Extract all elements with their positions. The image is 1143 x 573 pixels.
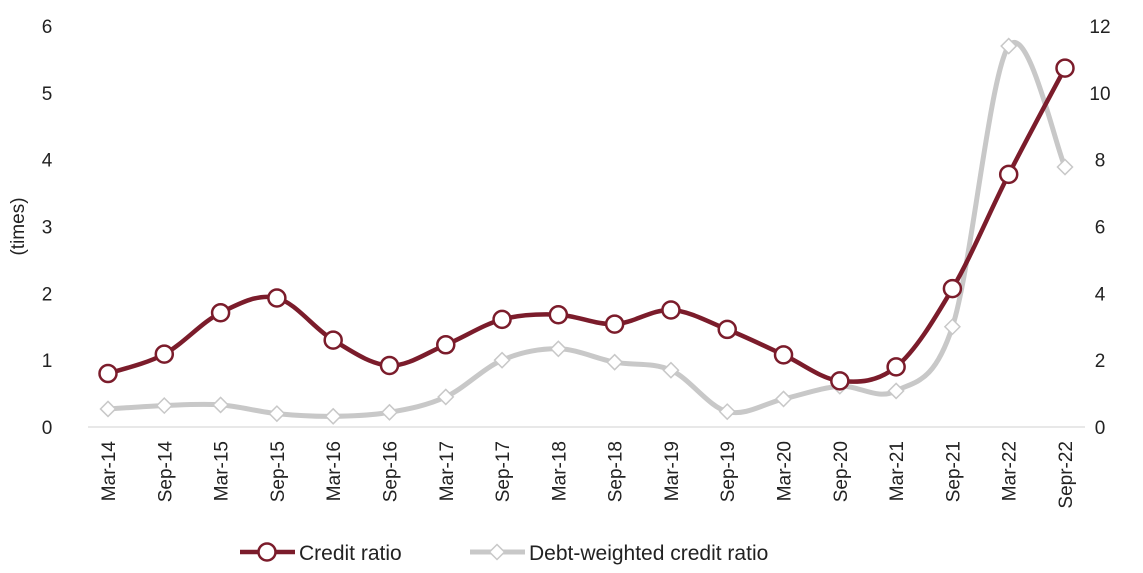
data-point-diamond (606, 353, 624, 371)
left-y-tick-label: 6 (42, 17, 53, 38)
right-y-tick-label: 2 (1095, 351, 1106, 372)
data-point-circle (604, 314, 625, 334)
data-point-diamond (155, 397, 173, 415)
data-point-diamond (99, 400, 117, 418)
x-tick-label: Mar-17 (437, 441, 458, 501)
data-point-circle (267, 288, 287, 308)
series-credit-ratio (98, 58, 1075, 391)
legend: Credit ratio Debt-weighted credit ratio (240, 542, 768, 565)
data-point-circle (323, 330, 343, 350)
data-point-circle (492, 309, 512, 330)
data-point-diamond (549, 340, 567, 358)
data-point-circle (942, 278, 963, 299)
right-y-axis: 0 2 4 6 8 10 12 (1089, 17, 1110, 439)
data-point-diamond (662, 361, 680, 379)
data-point-circle (210, 302, 231, 323)
data-point-diamond (1056, 158, 1074, 176)
legend-item: Debt-weighted credit ratio (470, 542, 768, 565)
legend-label: Credit ratio (299, 542, 402, 565)
series-layer (98, 37, 1075, 425)
left-y-tick-label: 0 (42, 418, 53, 439)
data-point-circle (830, 371, 850, 391)
right-y-tick-label: 10 (1089, 84, 1110, 105)
data-point-diamond (887, 382, 905, 400)
x-tick-label: Mar-18 (549, 441, 570, 501)
data-point-circle (379, 355, 400, 376)
legend-item: Credit ratio (240, 542, 402, 565)
right-y-tick-label: 6 (1095, 218, 1106, 239)
data-point-diamond (324, 407, 342, 425)
series-debt-weighted-credit-ratio (99, 37, 1074, 425)
series-line (105, 40, 1068, 419)
right-y-tick-label: 4 (1095, 284, 1106, 305)
x-tick-label: Mar-19 (662, 441, 683, 501)
data-point-circle (717, 319, 737, 340)
x-tick-label: Mar-15 (212, 441, 233, 501)
data-point-diamond (437, 388, 455, 406)
legend-marker (488, 543, 506, 561)
data-point-circle (773, 345, 794, 365)
data-point-diamond (943, 318, 961, 336)
x-tick-label: Sepr-22 (1056, 441, 1077, 509)
x-tick-label: Mar-16 (324, 441, 345, 501)
left-y-tick-label: 4 (42, 151, 53, 172)
data-point-circle (661, 300, 681, 320)
x-tick-label: Mar-14 (99, 441, 120, 502)
x-tick-label: Mar-21 (887, 441, 908, 501)
left-y-tick-label: 5 (42, 84, 53, 105)
data-point-diamond (380, 403, 399, 421)
data-point-diamond (268, 405, 286, 423)
x-tick-label: Mar-20 (775, 441, 796, 501)
left-y-axis: 0 1 2 3 4 5 6 (42, 17, 53, 439)
legend-label: Debt-weighted credit ratio (529, 542, 768, 565)
data-point-circle (154, 344, 175, 364)
data-point-circle (1055, 58, 1075, 78)
data-point-diamond (718, 403, 736, 421)
right-y-tick-label: 0 (1095, 418, 1106, 439)
data-point-circle (998, 164, 1019, 185)
x-axis-categories: Mar-14 Sep-14 Mar-15 Sep-15 Mar-16 Sep-16 Mar-… (99, 441, 1077, 509)
legend-marker (257, 542, 277, 562)
x-tick-label: Sep-20 (831, 441, 852, 502)
y-axis-label: (times) (8, 197, 29, 255)
x-tick-label: Sep-16 (380, 441, 401, 502)
series-line (105, 65, 1068, 384)
x-tick-label: Sep-15 (268, 441, 289, 502)
data-point-diamond (774, 390, 793, 408)
x-tick-label: Sep-18 (606, 441, 627, 502)
data-point-diamond (1000, 37, 1018, 55)
x-tick-label: Sep-21 (943, 441, 964, 502)
left-y-tick-label: 1 (42, 351, 53, 372)
x-tick-label: Sep-14 (155, 441, 176, 503)
left-y-tick-label: 3 (42, 218, 53, 239)
data-point-diamond (493, 351, 511, 369)
x-tick-label: Mar-22 (1000, 441, 1021, 501)
data-point-circle (886, 357, 906, 377)
right-y-tick-label: 8 (1095, 151, 1106, 172)
data-point-circle (548, 304, 569, 325)
data-point-circle (98, 363, 118, 384)
x-tick-label: Sep-17 (493, 441, 514, 502)
data-point-circle (436, 335, 456, 355)
left-y-tick-label: 2 (42, 284, 53, 305)
data-point-diamond (212, 396, 230, 414)
right-y-tick-label: 12 (1089, 17, 1110, 38)
x-tick-label: Sep-19 (718, 441, 739, 502)
